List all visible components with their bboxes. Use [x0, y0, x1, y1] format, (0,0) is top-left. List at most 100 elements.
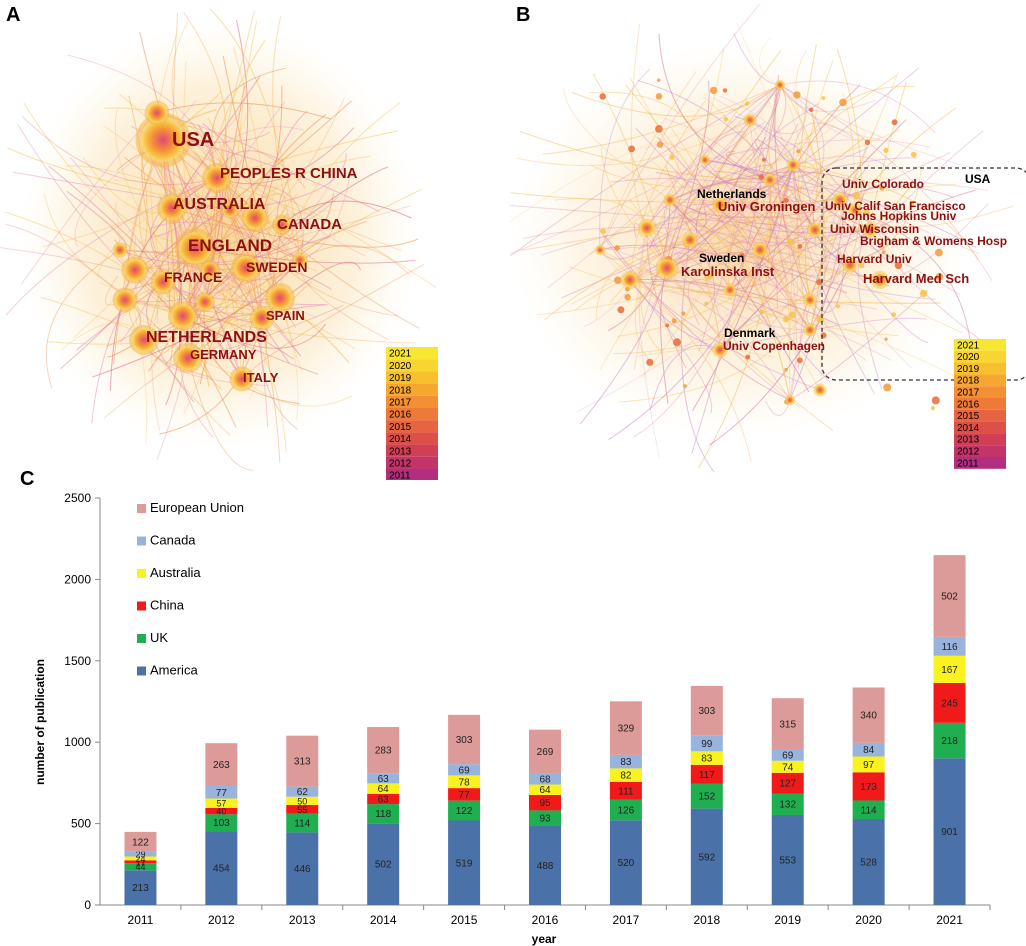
- institution-node: [684, 234, 696, 246]
- collaboration-link: [171, 207, 256, 323]
- bar-segment-america: [933, 758, 966, 905]
- collaboration-link: [719, 176, 899, 208]
- collaboration-link: [669, 199, 936, 300]
- collaboration-link: [114, 202, 121, 251]
- collaboration-link: [669, 199, 716, 307]
- collaboration-link: [510, 84, 781, 257]
- collaboration-link: [182, 315, 327, 349]
- collaboration-link: [741, 119, 765, 167]
- collaboration-link: [661, 205, 851, 266]
- collaboration-link: [599, 232, 673, 260]
- institution-node-small: [745, 354, 751, 360]
- collaboration-link: [666, 80, 710, 269]
- collaboration-link: [12, 171, 231, 211]
- x-tick-label: 2021: [936, 913, 963, 927]
- country-node: [205, 166, 229, 190]
- collaboration-link: [106, 315, 184, 358]
- collaboration-link: [665, 165, 721, 351]
- collaboration-link: [646, 181, 824, 229]
- collaboration-link: [809, 107, 957, 301]
- collaboration-link: [209, 269, 287, 453]
- institution-node-small: [758, 174, 764, 180]
- institution-network-map: Netherlands Sweden Denmark USA Univ Gron…: [510, 3, 1026, 473]
- bar-segment-china: [933, 682, 966, 723]
- institution-node: [873, 273, 887, 287]
- collaboration-link: [610, 178, 871, 231]
- bar-value-label: 50: [297, 796, 307, 806]
- collaboration-link: [229, 209, 281, 463]
- collaboration-link: [650, 164, 794, 280]
- collaboration-link: [254, 110, 308, 219]
- legend-label-canada: Canada: [150, 533, 196, 548]
- collaboration-link: [663, 117, 851, 266]
- collaboration-link: [704, 159, 790, 338]
- collaboration-link: [719, 95, 794, 166]
- bar-segment-china: [367, 793, 400, 805]
- collaboration-link: [203, 301, 300, 405]
- collaboration-link: [629, 75, 897, 281]
- institution-node-small: [761, 157, 766, 162]
- institution-node-small: [891, 119, 898, 126]
- legend-label-european-union: European Union: [150, 500, 244, 515]
- bar-value-label: 245: [941, 698, 958, 709]
- collaboration-link: [45, 249, 121, 389]
- bar-segment-australia: [529, 784, 561, 795]
- bar-segment-america: [448, 820, 481, 905]
- bar-value-label: 519: [456, 858, 473, 869]
- collaboration-link: [792, 164, 979, 261]
- collaboration-link: [792, 164, 980, 254]
- legend-year-2012: 2012: [389, 459, 412, 470]
- bar-value-label: 111: [618, 786, 634, 797]
- legend-swatch-2020: [386, 359, 438, 372]
- collaboration-link: [779, 84, 986, 173]
- x-tick-label: 2015: [451, 913, 478, 927]
- collaboration-link: [687, 279, 731, 326]
- collaboration-link: [669, 199, 803, 240]
- collaboration-link: [670, 291, 791, 401]
- institution-node-small: [910, 151, 917, 158]
- country-label-china: PEOPLES R CHINA: [220, 165, 358, 182]
- bar-segment-america: [690, 808, 723, 905]
- bar-segment-china: [205, 807, 238, 815]
- bar-value-label: 57: [216, 799, 226, 809]
- collaboration-link: [43, 194, 184, 317]
- institution-node-small: [617, 306, 625, 314]
- bar-value-label: 122: [456, 806, 473, 817]
- bar-segment-america: [367, 823, 400, 905]
- institution-node-small: [839, 98, 847, 107]
- collaboration-link: [134, 247, 285, 271]
- institution-node-small: [821, 96, 826, 100]
- legend-year-2014: 2014: [957, 423, 980, 434]
- collaboration-link: [618, 299, 811, 403]
- bar-value-label: 40: [216, 807, 226, 817]
- collaboration-link: [171, 76, 261, 209]
- collaboration-link: [181, 139, 231, 211]
- collaboration-link: [638, 227, 661, 459]
- collaboration-link: [789, 199, 841, 401]
- collaboration-link: [91, 209, 231, 424]
- institution-node-small: [783, 197, 789, 204]
- country-node: [132, 328, 156, 352]
- bar-value-label: 78: [459, 777, 471, 788]
- legend-year-2013: 2013: [389, 446, 412, 457]
- institution-node-small: [883, 147, 889, 153]
- bar-value-label: 93: [539, 813, 551, 824]
- legend-year-2011: 2011: [389, 471, 411, 480]
- institution-node: [809, 224, 821, 236]
- collaboration-link: [240, 259, 301, 314]
- collaboration-link: [669, 199, 810, 393]
- legend-year-2017: 2017: [389, 398, 412, 409]
- collaboration-link: [599, 249, 899, 337]
- bar-value-label: 303: [456, 735, 473, 746]
- country-node: [294, 254, 306, 266]
- collaboration-link: [510, 205, 871, 231]
- collaboration-link: [134, 269, 237, 428]
- collaboration-link: [719, 204, 778, 309]
- legend-year-2020: 2020: [389, 361, 412, 372]
- institution-node-small: [657, 78, 661, 82]
- institution-node-small: [655, 93, 663, 100]
- collaboration-link: [241, 264, 425, 380]
- bar-value-label: 283: [375, 746, 392, 757]
- institution-node-small: [783, 315, 790, 323]
- collaboration-link: [688, 203, 721, 216]
